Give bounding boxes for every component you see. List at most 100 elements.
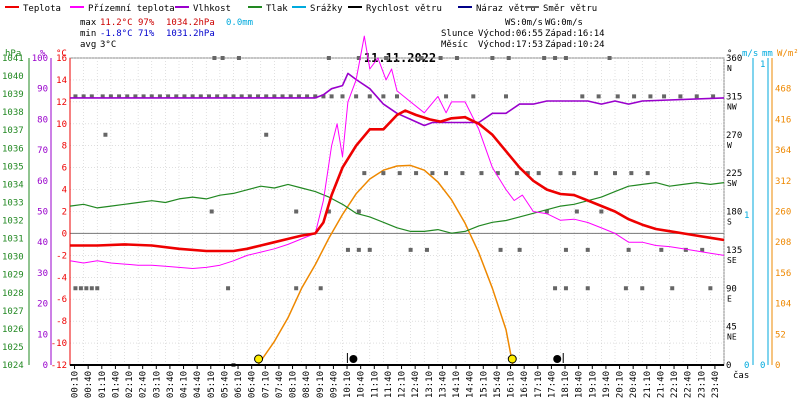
x-tick-label: 15:10 (479, 371, 489, 398)
wind-dir-point (626, 247, 631, 252)
wind-dir-point (471, 94, 476, 99)
wind-dir-point (563, 247, 568, 252)
wind-dir-point (108, 94, 113, 99)
x-tick-label: 09:10 (316, 371, 326, 398)
hpa-tick: 1032 (2, 217, 24, 227)
wm2-tick: 312 (775, 177, 791, 187)
wind-dir-point (294, 286, 299, 291)
legend-label: Rychlost větru (366, 4, 442, 14)
pct-tick: 20 (37, 300, 48, 310)
legend-label: Srážky (310, 4, 343, 14)
hpa-tick: 1031 (2, 235, 24, 245)
hpa-tick: 1026 (2, 325, 24, 335)
wind-dir-point (174, 94, 179, 99)
dir-card: S (727, 218, 732, 227)
unit-ms: m/s (742, 49, 758, 59)
wind-dir-point (367, 247, 372, 252)
wm2-tick: 468 (775, 85, 791, 95)
unit-deg: ° (727, 49, 732, 59)
wind-dir-point (326, 56, 331, 60)
wind-dir-point (397, 171, 402, 176)
stats-humidity: 71% (138, 29, 155, 39)
x-tick-label: 18:10 (561, 371, 571, 398)
pct-tick: 60 (37, 177, 48, 187)
wind-dir-point (708, 286, 713, 291)
wind-dir-point (198, 94, 203, 99)
wind-dir-point (711, 94, 716, 99)
temp-tick: -8 (56, 317, 67, 327)
x-tick-label: 03:40 (166, 371, 176, 398)
x-tick-label: 10:10 (343, 371, 353, 398)
wind-dir-point (141, 94, 146, 99)
wind-dir-point (182, 94, 187, 99)
wind-speed-info: WS:0m/s (505, 18, 543, 28)
x-tick-label: 06:40 (248, 371, 258, 398)
unit-pct: % (40, 49, 46, 59)
dir-tick: 180 (726, 208, 742, 218)
hpa-tick: 1036 (2, 144, 24, 154)
x-tick-label: 18:40 (575, 371, 585, 398)
wm2-tick: 364 (775, 146, 791, 156)
series (69, 35, 725, 367)
wind-dir-point (384, 56, 389, 60)
hpa-tick: 1029 (2, 271, 24, 281)
wind-dir-point (356, 247, 361, 252)
wind-dir-point (321, 94, 326, 99)
x-tick-label: 21:10 (643, 371, 653, 398)
series-humidity (70, 72, 725, 127)
wind-dir-point (574, 209, 579, 214)
wind-dir-point (89, 94, 94, 99)
wind-dir-point (247, 94, 252, 99)
pct-tick: 100 (32, 54, 48, 64)
dir-tick: 90 (726, 284, 737, 294)
unit-mm: mm (762, 49, 773, 59)
x-tick-label: 01:10 (98, 371, 108, 398)
wm2-tick: 156 (775, 269, 791, 279)
stats-temp: 11.2°C (100, 18, 133, 28)
mm-tick: 0 (760, 361, 765, 371)
wind-dir-point (95, 286, 100, 291)
hpa-tick: 1041 (2, 54, 24, 64)
x-tick-label: 11:10 (370, 371, 380, 398)
wind-dir-point (73, 94, 78, 99)
x-tick-label: 04:10 (180, 371, 190, 398)
wind-dir-point (356, 56, 361, 60)
x-tick-label: 12:40 (411, 371, 421, 398)
wind-dir-point (329, 94, 334, 99)
wind-dir-point (536, 171, 541, 176)
hpa-tick: 1034 (2, 180, 24, 190)
wind-dir-point (506, 56, 511, 60)
wind-dir-point (623, 286, 628, 291)
pct-tick: 40 (37, 238, 48, 248)
left-axes: hPa% °C1024102510261027102810291030103110… (2, 49, 71, 371)
x-axis: 00:10 00:40 01:10 01:40 02:10 02:40 03:10 03:40… (71, 365, 749, 398)
wind-dir-point (444, 94, 449, 99)
x-tick-label: 03:10 (152, 371, 162, 398)
temp-tick: 4 (62, 186, 67, 196)
wind-dir-point (288, 94, 293, 99)
wind-dir-point (117, 94, 122, 99)
wind-dir-point (340, 94, 345, 99)
stats-temp: 3°C (100, 40, 116, 50)
wind-dir-point (700, 247, 705, 252)
moon-label: Měsíc (441, 40, 468, 50)
wind-dir-point (395, 94, 399, 99)
wind-dir-point (226, 286, 231, 291)
wind-dir-point (585, 247, 590, 252)
temp-tick: -12 (51, 361, 67, 371)
series-radiation (257, 164, 514, 366)
wind-dir-point (585, 286, 590, 291)
wind-dir-point (648, 94, 653, 99)
wind-dir-point (81, 94, 86, 99)
x-tick-label: 13:10 (425, 371, 435, 398)
temp-tick: -4 (56, 273, 67, 283)
temp-tick: -10 (51, 339, 67, 349)
wind-dir-point (419, 56, 424, 60)
dir-tick: 225 (726, 169, 742, 179)
wind-dir-point (504, 94, 508, 99)
temp-tick: -2 (56, 251, 67, 261)
x-tick-label: 14:10 (452, 371, 462, 398)
hpa-tick: 1038 (2, 108, 24, 118)
moonrise-marker (553, 355, 562, 363)
